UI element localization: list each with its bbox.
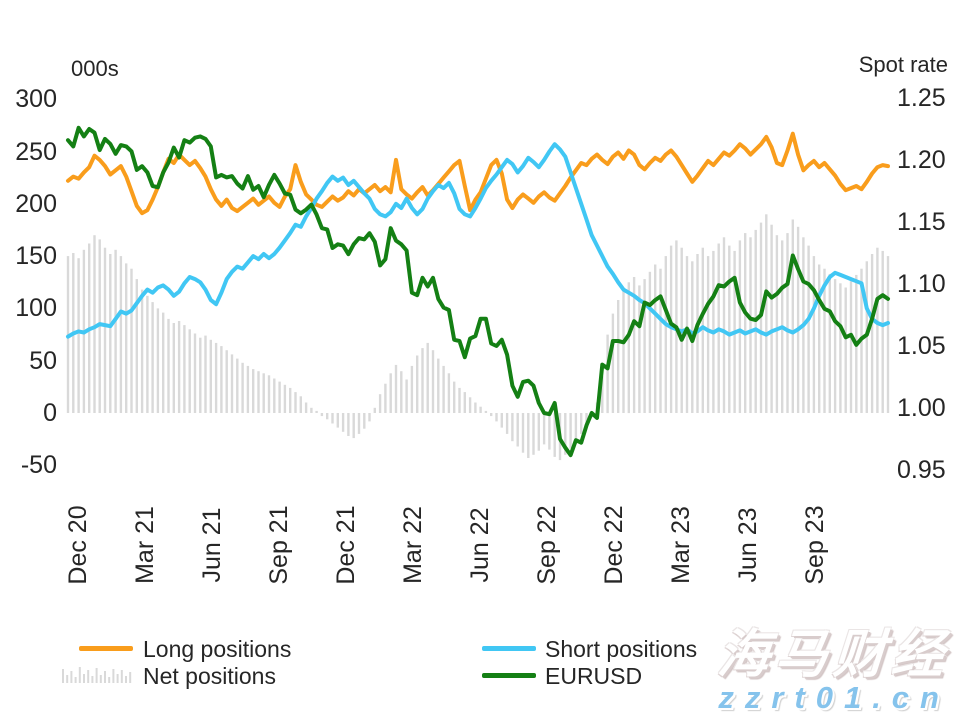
x-tick: Sep 23 [801,505,829,585]
left-axis-title: 000s [71,56,119,81]
left-tick: 50 [29,347,57,375]
left-tick: 250 [15,138,57,166]
x-tick: Jun 22 [466,507,494,583]
net-positions-label: Net positions [143,663,276,689]
long-positions-label: Long positions [143,636,292,662]
short-positions-label: Short positions [545,636,698,662]
x-tick: Jun 21 [198,507,226,583]
watermark-brand: 海马财经 [715,626,952,684]
x-tick: Sep 22 [533,505,561,585]
right-tick: 1.25 [897,84,946,112]
short-positions-line [66,142,890,339]
eurusd-line [66,125,890,458]
x-tick: Jun 23 [734,507,762,583]
right-axis-title: Spot rate [858,52,948,77]
left-tick: 150 [15,242,57,270]
x-tick: Dec 22 [600,505,628,585]
x-tick: Mar 23 [667,506,695,584]
long-positions-swatch [79,646,133,651]
right-tick: 1.10 [897,270,946,298]
x-tick: Mar 22 [399,506,427,584]
right-tick: 1.15 [897,208,946,236]
right-tick: 1.20 [897,146,946,174]
right-tick: 1.00 [897,394,946,422]
right-tick: 0.95 [897,456,946,484]
left-tick: 0 [43,399,57,427]
eurusd-swatch [482,673,536,678]
net-positions-bars [66,214,890,461]
net-positions-bars-icon [62,667,132,683]
x-tick: Dec 20 [64,505,92,585]
left-tick: 200 [15,190,57,218]
long-positions-line [66,131,890,216]
eurusd-label: EURUSD [545,663,643,689]
right-tick: 1.05 [897,332,946,360]
left-tick: -50 [20,451,57,479]
x-tick: Mar 21 [131,506,159,584]
left-tick: 300 [15,85,57,113]
x-tick: Sep 21 [265,505,293,585]
short-positions-swatch [482,646,536,651]
x-tick: Dec 21 [332,505,360,585]
left-tick: 100 [15,294,57,322]
watermark-site: zzrt01.cn [718,680,950,715]
